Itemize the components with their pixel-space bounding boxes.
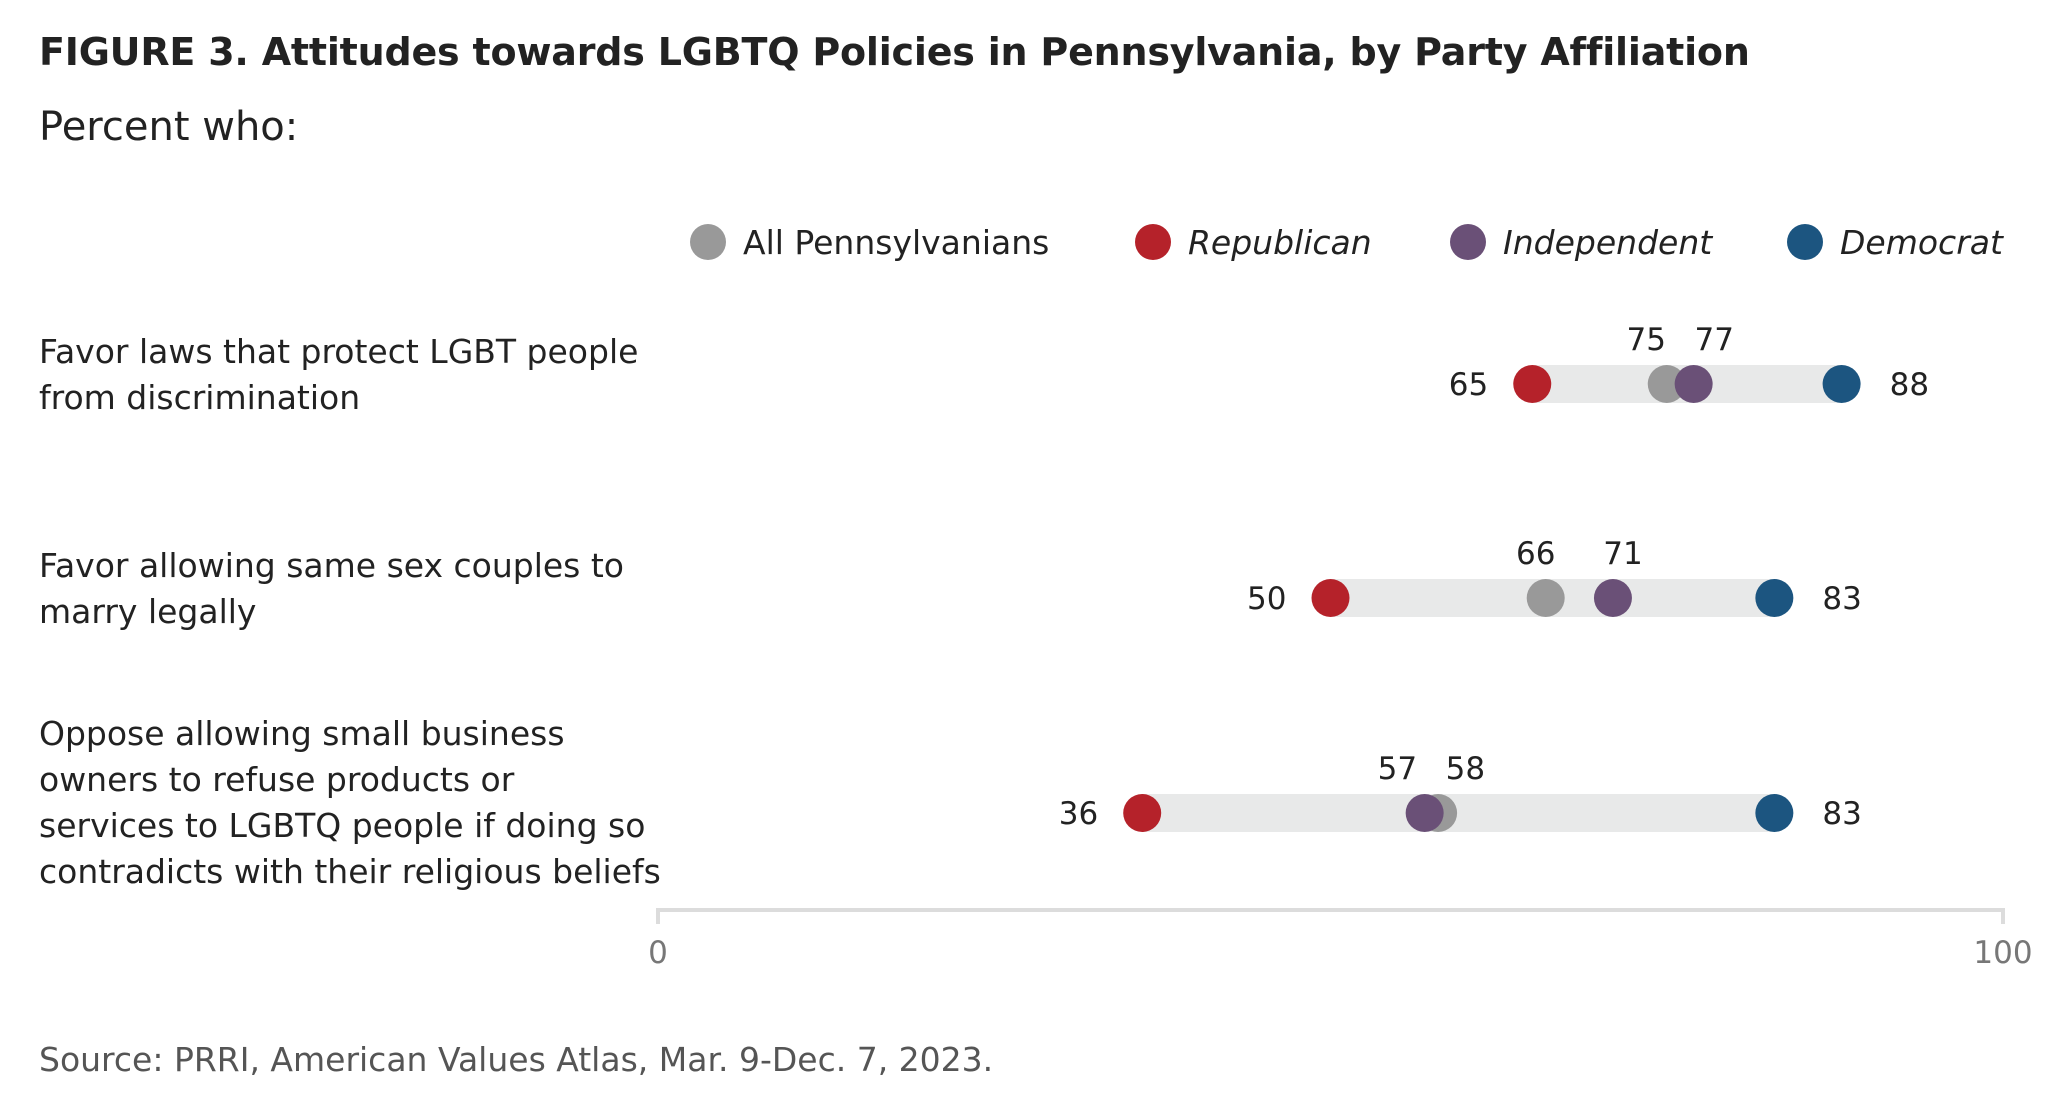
- category-label: Favor laws that protect LGBT people from …: [39, 332, 638, 417]
- chart-row-2: Favor allowing same sex couples to marry …: [39, 536, 1862, 631]
- category-label: Oppose allowing small business owners to …: [39, 714, 661, 891]
- legend-item-republican: Republican: [1135, 223, 1372, 262]
- dot-independent: [1405, 794, 1444, 832]
- value-label: 36: [1059, 796, 1098, 832]
- legend: All Pennsylvanians Republican Independent D…: [690, 223, 2004, 262]
- legend-item-democrat: Democrat: [1787, 223, 2004, 262]
- legend-label: Democrat: [1840, 223, 2004, 262]
- value-label: 66: [1516, 536, 1555, 572]
- chart-row-1: Favor laws that protect LGBT people from …: [39, 322, 1929, 417]
- dot-republican: [1513, 365, 1552, 403]
- value-label: 83: [1822, 581, 1861, 617]
- legend-label: Republican: [1188, 223, 1372, 262]
- source-note: Source: PRRI, American Values Atlas, Mar…: [39, 1040, 994, 1079]
- x-axis: 0 100: [648, 908, 2033, 971]
- value-label: 65: [1449, 367, 1488, 403]
- dot-all-pennsylvanians: [1647, 365, 1686, 403]
- value-label: 50: [1247, 581, 1286, 617]
- legend-dot: [1450, 224, 1486, 260]
- value-label: 88: [1890, 367, 1929, 403]
- range-bar: [1142, 794, 1775, 832]
- value-label: 77: [1694, 322, 1733, 358]
- value-label: 83: [1822, 796, 1861, 832]
- legend-dot: [1787, 224, 1823, 260]
- value-label: 75: [1626, 322, 1665, 358]
- dot-democrat: [1755, 794, 1794, 832]
- dot-independent: [1593, 579, 1632, 617]
- legend-item-all-pennsylvanians: All Pennsylvanians: [690, 223, 1049, 262]
- legend-dot: [1135, 224, 1171, 260]
- tick-label: 100: [1973, 935, 2032, 971]
- dot-republican: [1311, 579, 1350, 617]
- dot-democrat: [1755, 579, 1794, 617]
- tick-label: 0: [648, 935, 668, 971]
- dot-independent: [1674, 365, 1713, 403]
- legend-dot: [690, 224, 726, 260]
- value-label: 71: [1603, 536, 1642, 572]
- dot-democrat: [1822, 365, 1861, 403]
- dot-all-pennsylvanians: [1526, 579, 1565, 617]
- category-label: Favor allowing same sex couples to marry …: [39, 546, 624, 631]
- chart-row-3: Oppose allowing small business owners to …: [39, 714, 1862, 891]
- dot-republican: [1123, 794, 1162, 832]
- value-label: 58: [1446, 751, 1485, 787]
- chart-subtitle: Percent who:: [39, 104, 299, 150]
- legend-label: All Pennsylvanians: [743, 223, 1049, 262]
- chart-title: FIGURE 3. Attitudes towards LGBTQ Polici…: [39, 30, 1750, 74]
- value-label: 57: [1378, 751, 1417, 787]
- chart-rows: Favor laws that protect LGBT people from …: [39, 322, 1929, 891]
- legend-item-independent: Independent: [1450, 223, 1713, 262]
- legend-label: Independent: [1503, 223, 1713, 262]
